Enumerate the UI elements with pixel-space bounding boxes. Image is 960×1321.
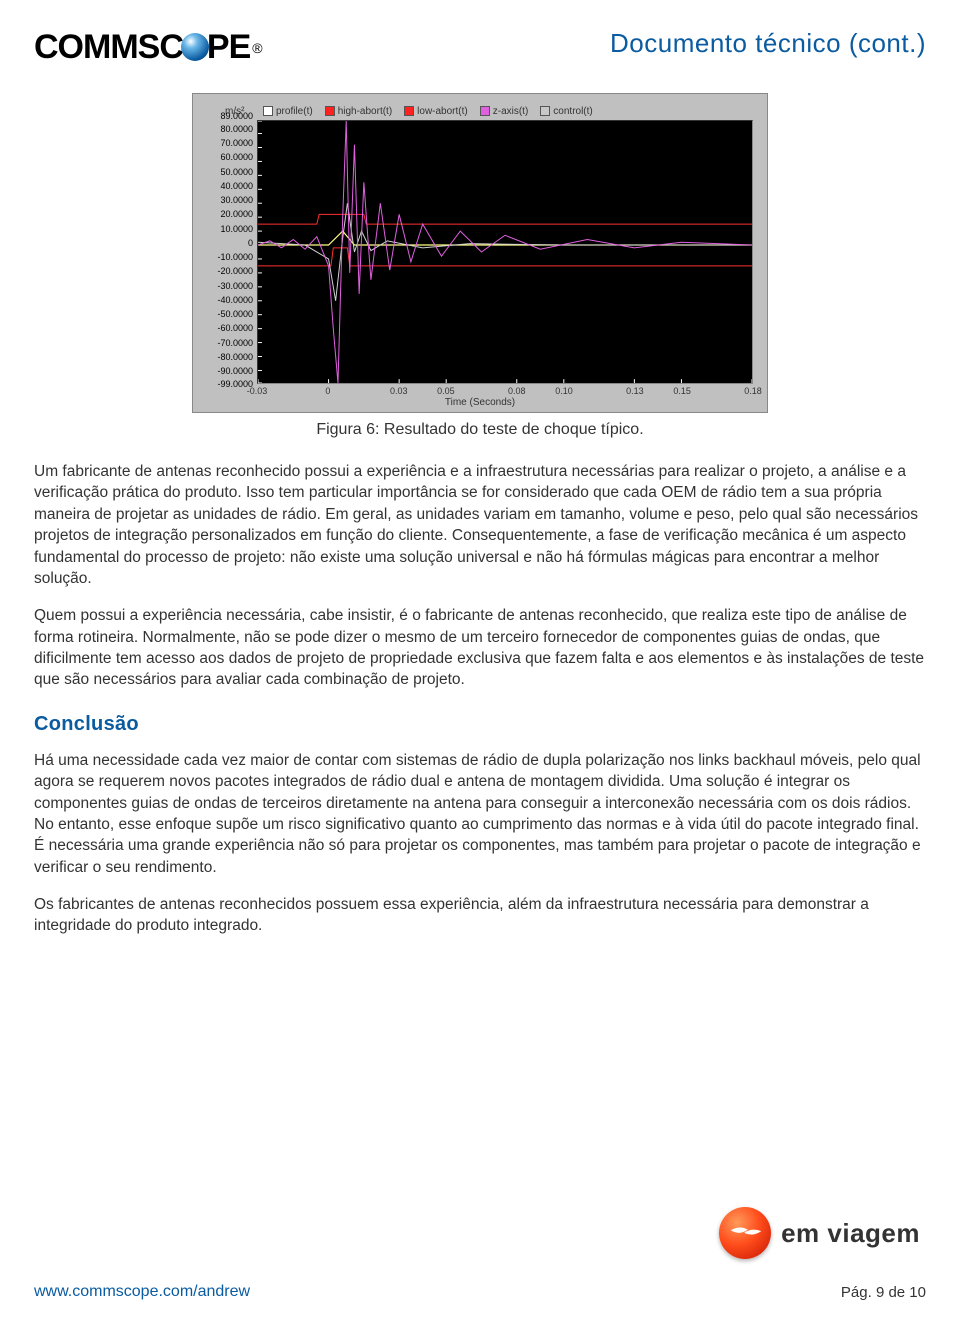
x-tick-label: 0.18 <box>744 386 762 396</box>
page-header: COMMSC PE ® Documento técnico (cont.) <box>34 28 926 67</box>
legend-label: profile(t) <box>276 106 313 117</box>
legend-label: high-abort(t) <box>338 106 392 117</box>
y-tick-label: 89.0000 <box>203 111 253 121</box>
body-paragraph: Um fabricante de antenas reconhecido pos… <box>34 461 926 589</box>
legend-swatch <box>325 106 335 116</box>
legend-swatch <box>540 106 550 116</box>
legend-swatch <box>263 106 273 116</box>
brand-logo: COMMSC PE ® <box>34 28 262 67</box>
y-tick-label: 60.0000 <box>203 152 253 162</box>
y-tick-label: 30.0000 <box>203 195 253 205</box>
chart-panel: m/s² profile(t)high-abort(t)low-abort(t)… <box>192 93 768 413</box>
y-tick-label: -50.0000 <box>203 309 253 319</box>
bolt-icon <box>729 1223 763 1241</box>
globe-icon <box>181 33 209 61</box>
section-heading: Conclusão <box>34 713 926 736</box>
y-tick-label: -80.0000 <box>203 352 253 362</box>
footer-page: Pág. 9 de 10 <box>841 1284 926 1301</box>
plot-area <box>257 120 753 384</box>
plot-svg <box>258 121 752 383</box>
y-tick-label: -99.0000 <box>203 379 253 389</box>
x-tick-label: 0.08 <box>508 386 526 396</box>
y-tick-label: 70.0000 <box>203 138 253 148</box>
registered-icon: ® <box>252 40 261 56</box>
y-tick-label: -60.0000 <box>203 323 253 333</box>
logo-right: PE <box>207 28 250 67</box>
legend-swatch <box>404 106 414 116</box>
logo-text: COMMSC PE ® <box>34 28 262 67</box>
body-paragraph: Quem possui a experiência necessária, ca… <box>34 605 926 691</box>
legend-label: low-abort(t) <box>417 106 468 117</box>
legend-item: high-abort(t) <box>325 106 392 117</box>
logo-left: COMMSC <box>34 28 183 67</box>
x-tick-label: 0.15 <box>673 386 691 396</box>
legend-swatch <box>480 106 490 116</box>
y-axis: 89.000080.000070.000060.000050.000040.00… <box>201 116 255 384</box>
y-tick-label: -40.0000 <box>203 295 253 305</box>
legend-item: control(t) <box>540 106 592 117</box>
y-tick-label: -10.0000 <box>203 252 253 262</box>
y-tick-label: 20.0000 <box>203 209 253 219</box>
footer-url: www.commscope.com/andrew <box>34 1283 250 1301</box>
brand-badge: em viagem <box>719 1207 920 1259</box>
y-tick-label: -70.0000 <box>203 338 253 348</box>
y-tick-label: 0 <box>203 238 253 248</box>
x-tick-label: 0.13 <box>626 386 644 396</box>
legend-item: profile(t) <box>263 106 313 117</box>
conclusion-paragraph: Há uma necessidade cada vez maior de con… <box>34 750 926 878</box>
badge-circle-icon <box>719 1207 771 1259</box>
x-tick-label: 0.03 <box>390 386 408 396</box>
x-axis-label: Time (Seconds) <box>197 397 763 408</box>
legend-label: z-axis(t) <box>493 106 529 117</box>
y-tick-label: 50.0000 <box>203 167 253 177</box>
legend-item: low-abort(t) <box>404 106 468 117</box>
y-tick-label: -20.0000 <box>203 266 253 276</box>
y-tick-label: 10.0000 <box>203 224 253 234</box>
x-tick-label: 0 <box>325 386 330 396</box>
page-footer: www.commscope.com/andrew Pág. 9 de 10 <box>34 1283 926 1301</box>
chart-figure: m/s² profile(t)high-abort(t)low-abort(t)… <box>192 93 768 413</box>
legend-item: z-axis(t) <box>480 106 529 117</box>
x-tick-label: 0.05 <box>437 386 455 396</box>
chart-legend: profile(t) high-abort(t) low-abort(t) z-axi… <box>263 104 753 118</box>
x-tick-label: 0.10 <box>555 386 573 396</box>
conclusion-paragraph: Os fabricantes de antenas reconhecidos p… <box>34 894 926 937</box>
legend-label: control(t) <box>553 106 592 117</box>
y-tick-label: 40.0000 <box>203 181 253 191</box>
badge-text: em viagem <box>781 1218 920 1249</box>
y-tick-label: 80.0000 <box>203 124 253 134</box>
document-title: Documento técnico (cont.) <box>610 28 926 59</box>
y-tick-label: -90.0000 <box>203 366 253 376</box>
x-tick-label: -0.03 <box>247 386 268 396</box>
y-tick-label: -30.0000 <box>203 281 253 291</box>
figure-caption: Figura 6: Resultado do teste de choque t… <box>34 421 926 439</box>
